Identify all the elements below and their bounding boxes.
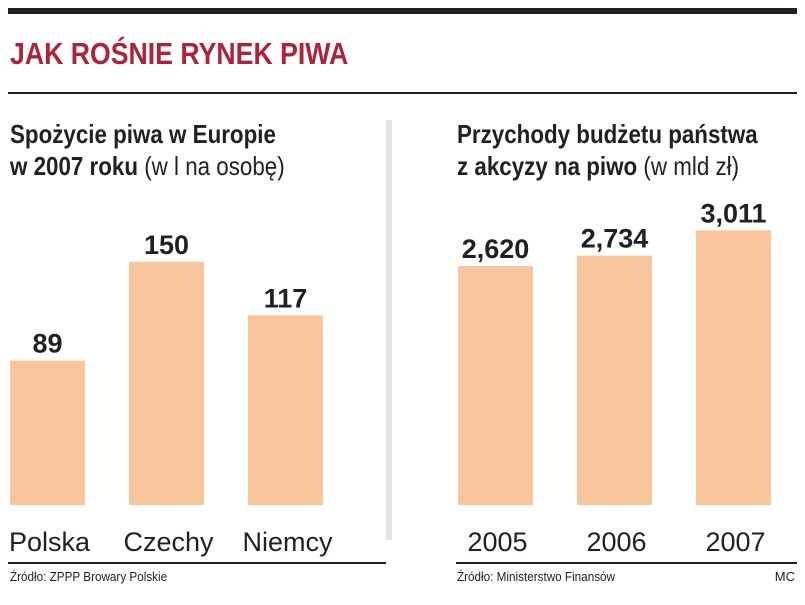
panel-divider [386, 120, 392, 540]
chart-1-title: Spożycie piwa w Europie w 2007 roku (w l… [10, 118, 285, 182]
bar-czechy [129, 261, 204, 505]
chart-1-bottom-rule [8, 562, 386, 564]
category-label-2007: 2007 [705, 527, 765, 557]
value-label-niemcy: 117 [264, 283, 308, 313]
bar-niemcy [248, 315, 323, 505]
headline-rule [8, 92, 797, 94]
bar-2005 [458, 266, 533, 505]
value-label-polska: 89 [32, 329, 62, 359]
value-label-czechy: 150 [144, 230, 189, 260]
category-label-niemcy: Niemcy [242, 527, 333, 557]
bar-2007 [696, 230, 771, 506]
chart-2-title: Przychody budżetu państwa z akcyzy na pi… [457, 118, 758, 182]
category-label-2005: 2005 [467, 527, 527, 557]
chart-1-bars: 89 Polska 150 Czechy 117 Niemcy [9, 230, 333, 557]
bar-polska [10, 360, 85, 505]
chart-2-unit: (w mld zł) [643, 151, 740, 181]
value-label-2005: 2,620 [462, 234, 530, 264]
category-label-2006: 2006 [586, 527, 646, 557]
chart-2-source: Źródło: Ministerstwo Finansów [457, 569, 616, 584]
bar-2006 [577, 255, 652, 505]
value-label-2007: 3,011 [700, 198, 766, 228]
chart-2-title-line2: z akcyzy na piwo [457, 151, 638, 181]
category-label-czechy: Czechy [123, 527, 214, 557]
chart-1-title-line1: Spożycie piwa w Europie [10, 119, 276, 149]
headline: JAK ROŚNIE RYNEK PIWA [10, 36, 349, 71]
chart-1-unit: (w l na osobę) [144, 151, 285, 181]
chart-2-bottom-rule [456, 562, 797, 564]
value-label-2006: 2,734 [581, 224, 649, 254]
chart-2-title-line1: Przychody budżetu państwa [457, 119, 758, 149]
chart-1-title-line2: w 2007 roku [10, 151, 139, 181]
chart-2-bars: 2,620 2005 2,734 2006 3,011 2007 [458, 198, 771, 557]
chart-1-source: Źródło: ZPPP Browary Polskie [10, 569, 168, 584]
category-label-polska: Polska [9, 527, 91, 557]
top-rule [8, 8, 797, 14]
credit: MC [774, 569, 795, 584]
